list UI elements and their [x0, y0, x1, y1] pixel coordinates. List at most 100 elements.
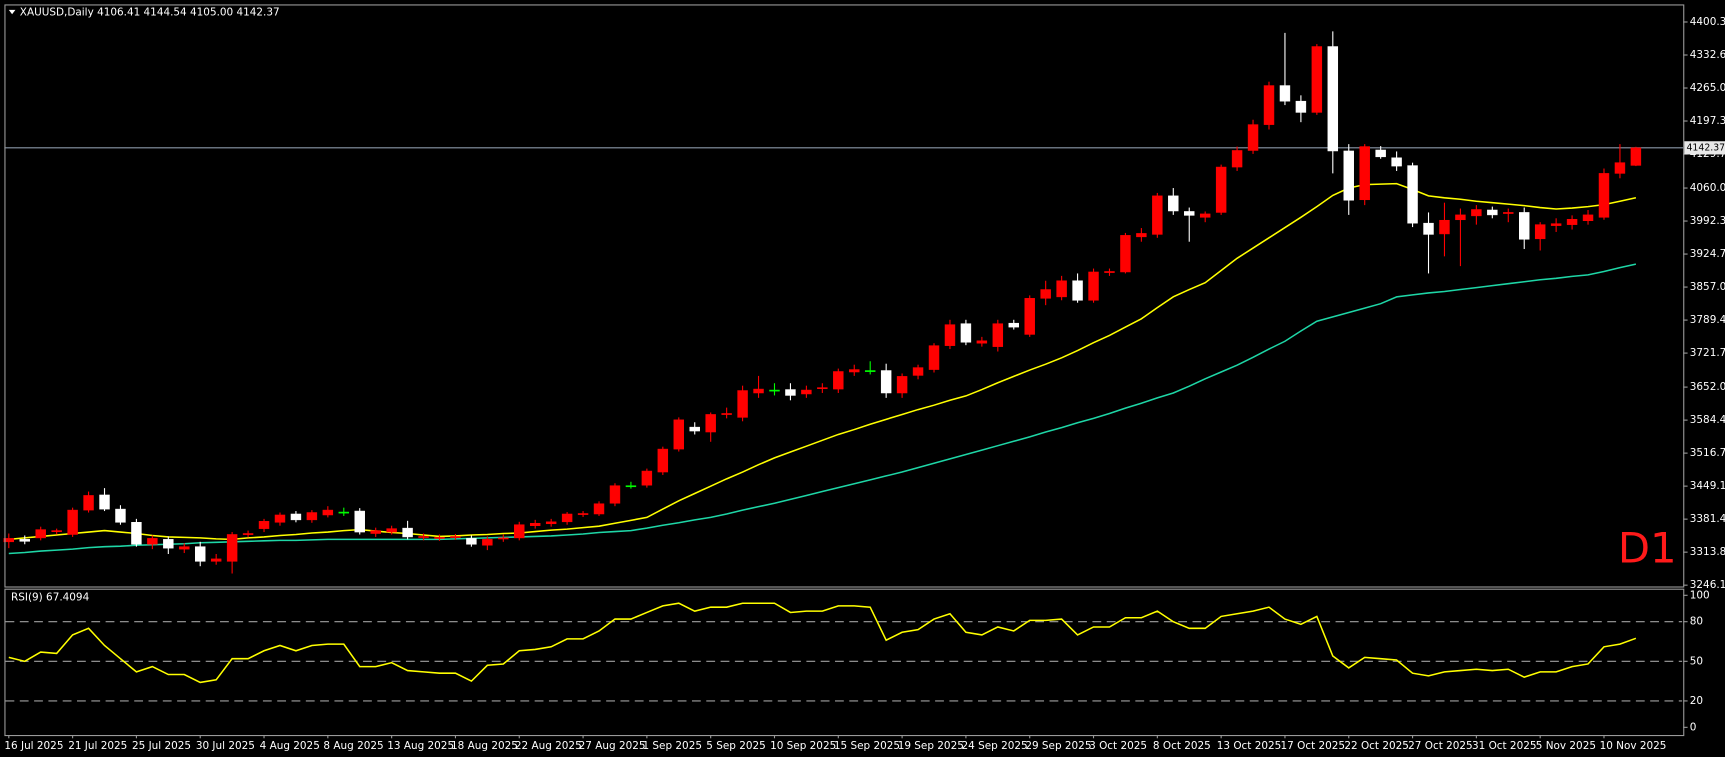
candle-body: [1024, 298, 1035, 335]
x-tick-label: 29 Sep 2025: [1025, 740, 1091, 752]
candle-body: [1471, 209, 1482, 217]
candle-body: [466, 538, 477, 545]
candle-body: [1343, 150, 1354, 201]
candle-body: [1263, 85, 1275, 125]
x-tick-label: 8 Oct 2025: [1153, 740, 1211, 752]
candle-body: [67, 509, 78, 535]
x-tick-label: 3 Oct 2025: [1089, 740, 1147, 752]
candle-body: [817, 387, 828, 389]
candle-body: [545, 521, 557, 525]
candle-body: [450, 536, 461, 538]
x-tick-label: 17 Oct 2025: [1281, 740, 1346, 752]
candle-body: [705, 414, 716, 433]
candle-body: [1104, 271, 1115, 273]
x-tick-label: 18 Aug 2025: [451, 740, 518, 752]
x-tick-label: 1 Sep 2025: [642, 740, 702, 752]
candle-body: [753, 388, 764, 394]
candle-body: [1279, 85, 1291, 102]
candle-body: [1295, 100, 1307, 113]
candle-body: [338, 511, 350, 514]
y-tick-label: 3449.10: [1690, 480, 1725, 492]
candle-body: [992, 323, 1004, 347]
candle-body: [274, 514, 286, 523]
candle-body: [1120, 235, 1131, 273]
moving-average: [8, 263, 1637, 555]
candle-body: [1630, 147, 1642, 166]
candle-body: [514, 524, 525, 539]
x-tick-label: 27 Oct 2025: [1408, 740, 1473, 752]
candle-body: [210, 558, 222, 562]
candle-body: [1550, 223, 1562, 226]
x-tick-label: 13 Oct 2025: [1217, 740, 1282, 752]
candle-body: [593, 503, 605, 515]
menu-arrow[interactable]: [8, 9, 16, 15]
candle-body: [880, 370, 892, 394]
candle-body: [769, 389, 780, 392]
y-tick-label: 80: [1690, 616, 1703, 628]
candle-body: [657, 448, 669, 473]
x-tick-label: 25 Jul 2025: [132, 740, 191, 752]
price-panel-frame: [4, 4, 1685, 588]
candle-body: [896, 376, 908, 394]
candle-body: [1519, 212, 1530, 240]
candle-body: [960, 323, 972, 343]
candle-body: [1407, 165, 1418, 224]
y-tick-label: 3924.70: [1690, 248, 1725, 260]
candle-body: [673, 419, 685, 450]
candle-body: [1359, 146, 1370, 201]
x-tick-label: 10 Nov 2025: [1600, 740, 1667, 752]
x-tick-label: 16 Jul 2025: [4, 740, 63, 752]
y-tick-label: 4400.30: [1690, 16, 1725, 28]
x-tick-label: 13 Aug 2025: [387, 740, 454, 752]
candle-body: [737, 390, 748, 418]
y-tick-label: 4332.65: [1690, 49, 1725, 61]
x-tick-label: 15 Sep 2025: [834, 740, 900, 752]
candle-body: [482, 539, 493, 546]
y-tick-label: 3584.40: [1690, 414, 1725, 426]
candle-body: [1088, 271, 1099, 301]
candle-body: [561, 513, 573, 523]
y-tick-label: 4265.00: [1690, 82, 1725, 94]
candle-body: [354, 510, 365, 533]
candle-body: [609, 485, 621, 504]
x-tick-label: 24 Sep 2025: [962, 740, 1028, 752]
candle-body: [370, 530, 381, 534]
rsi-panel-frame: [4, 588, 1685, 737]
y-tick-label: 4197.35: [1690, 115, 1725, 127]
candle-body: [833, 371, 844, 390]
candle-body: [1215, 166, 1227, 213]
candle-body: [1311, 46, 1323, 113]
candle-body: [498, 537, 509, 540]
candle-body: [418, 536, 429, 538]
candle-body: [1375, 149, 1386, 158]
candle-body: [689, 426, 700, 432]
rsi-title: RSI(9) 67.4094: [11, 591, 90, 603]
candle-body: [1487, 209, 1498, 216]
candle-body: [19, 539, 30, 542]
y-tick-label: 3992.35: [1690, 215, 1725, 227]
x-tick-label: 27 Aug 2025: [579, 740, 646, 752]
y-tick-label: 3652.05: [1690, 381, 1725, 393]
candle-body: [163, 539, 174, 549]
candle-body: [1391, 157, 1402, 167]
candle-body: [1072, 280, 1083, 301]
candle-body: [912, 367, 924, 376]
candle-body: [226, 534, 238, 562]
candle-body: [194, 546, 206, 562]
candle-body: [1008, 322, 1019, 328]
candle-body: [1598, 173, 1610, 218]
candle-body: [1184, 211, 1195, 216]
y-tick-label: 3789.40: [1690, 314, 1725, 326]
y-tick-label: 50: [1690, 655, 1703, 667]
y-tick-label: 3381.45: [1690, 513, 1725, 525]
candle-body: [1199, 213, 1211, 218]
symbol-header: XAUUSD,Daily 4106.41 4144.54 4105.00 414…: [20, 7, 280, 19]
x-tick-label: 31 Oct 2025: [1472, 740, 1537, 752]
candle-body: [147, 538, 158, 545]
x-tick-label: 5 Nov 2025: [1536, 740, 1596, 752]
candle-body: [641, 470, 653, 486]
last-price-label: 4142.37: [1686, 142, 1725, 153]
